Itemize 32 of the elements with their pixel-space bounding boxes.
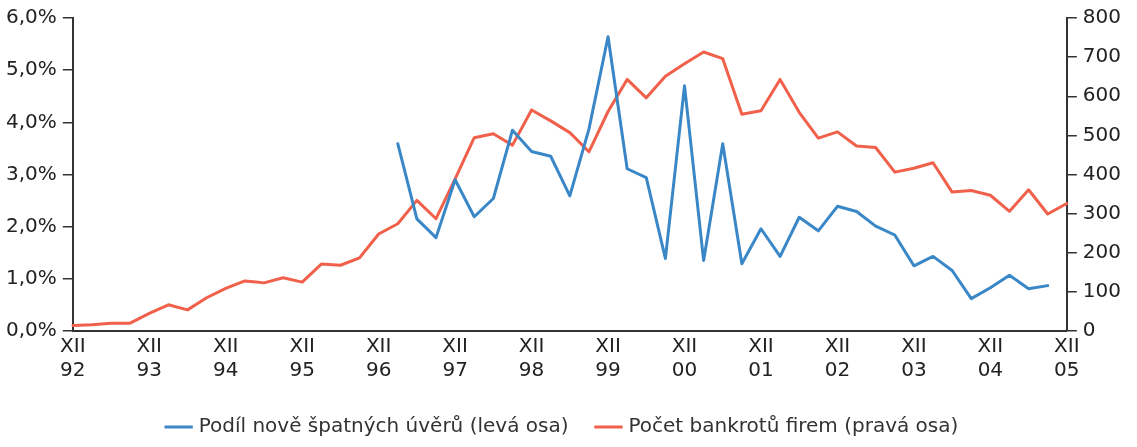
y2-tick-label: 100: [1082, 278, 1122, 303]
x-tick-label: XII 96: [365, 333, 392, 382]
x-tick-label: XII 04: [977, 333, 1004, 382]
x-tick-label: XII 95: [289, 333, 315, 382]
legend-label: Podíl nově špatných úvěrů (levá osa): [198, 413, 569, 438]
x-tick-label: XII 93: [136, 333, 163, 382]
y2-tick-label: 500: [1082, 121, 1122, 146]
y2-tick-label: 800: [1082, 4, 1122, 29]
x-tick-label: XII 02: [824, 333, 851, 382]
y-tick-label: 6,0%: [6, 4, 57, 29]
y2-tick-label: 300: [1082, 199, 1122, 224]
y-tick-label: 4,0%: [6, 108, 57, 133]
x-tick-label: XII 00: [671, 333, 698, 382]
x-tick-label: XII 99: [595, 333, 621, 382]
y2-tick-label: 400: [1082, 160, 1122, 185]
y2-tick-label: 200: [1082, 238, 1122, 263]
y-tick-label: 2,0%: [6, 212, 57, 237]
y-tick-label: 5,0%: [6, 56, 57, 81]
x-tick-label: XII 98: [518, 333, 545, 382]
y-tick-label: 3,0%: [6, 160, 57, 185]
y2-tick-label: 700: [1082, 43, 1122, 68]
y2-tick-label: 0: [1082, 317, 1096, 342]
y-tick-label: 0,0%: [6, 317, 57, 342]
x-tick-label: XII 97: [442, 333, 468, 382]
x-tick-label: XII 01: [748, 333, 774, 382]
x-tick-label: XII 05: [1054, 333, 1080, 382]
x-tick-label: XII 94: [212, 333, 239, 382]
y-tick-label: 1,0%: [6, 265, 57, 290]
legend-label: Počet bankrotů firem (pravá osa): [628, 413, 959, 438]
x-tick-label: XII 92: [60, 333, 86, 382]
x-tick-label: XII 03: [901, 333, 927, 382]
y2-tick-label: 600: [1082, 82, 1122, 107]
